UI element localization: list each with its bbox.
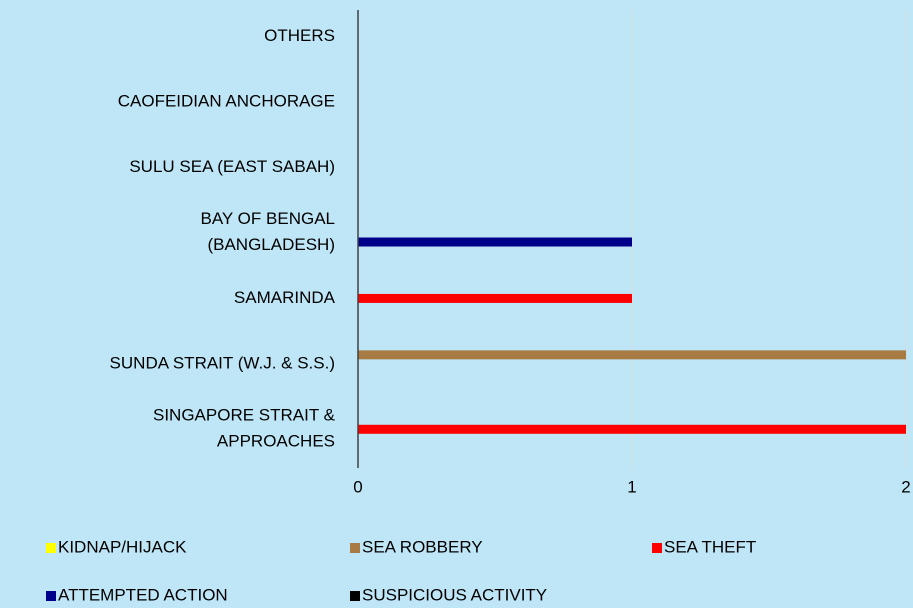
legend-label: SEA ROBBERY [362,537,483,556]
y-tick-label: SINGAPORE STRAIT & APPROACHES [153,406,336,451]
legend-swatch [46,591,56,601]
legend-swatch [46,543,56,553]
x-tick-label: 1 [627,477,636,496]
y-tick-label: SAMARINDA [234,288,336,307]
bar [358,237,632,247]
bar [358,350,906,360]
x-tick-label: 2 [901,477,910,496]
x-tick-label: 0 [353,477,362,496]
y-tick-label: SUNDA STRAIT (W.J. & S.S.) [110,353,335,372]
legend-swatch [652,543,662,553]
y-tick-label: CAOFEIDIAN ANCHORAGE [118,92,335,111]
y-tick-label: OTHERS [264,26,335,45]
legend-label: SUSPICIOUS ACTIVITY [362,585,547,604]
y-tick-label: SULU SEA (EAST SABAH) [129,157,335,176]
legend-label: SEA THEFT [664,537,756,556]
bar [358,424,906,434]
legend-label: KIDNAP/HIJACK [58,537,187,556]
legend-swatch [350,591,360,601]
y-tick-label: BAY OF BENGAL (BANGLADESH) [201,209,335,254]
legend-swatch [350,543,360,553]
legend-label: ATTEMPTED ACTION [58,585,228,604]
bar [358,293,632,303]
